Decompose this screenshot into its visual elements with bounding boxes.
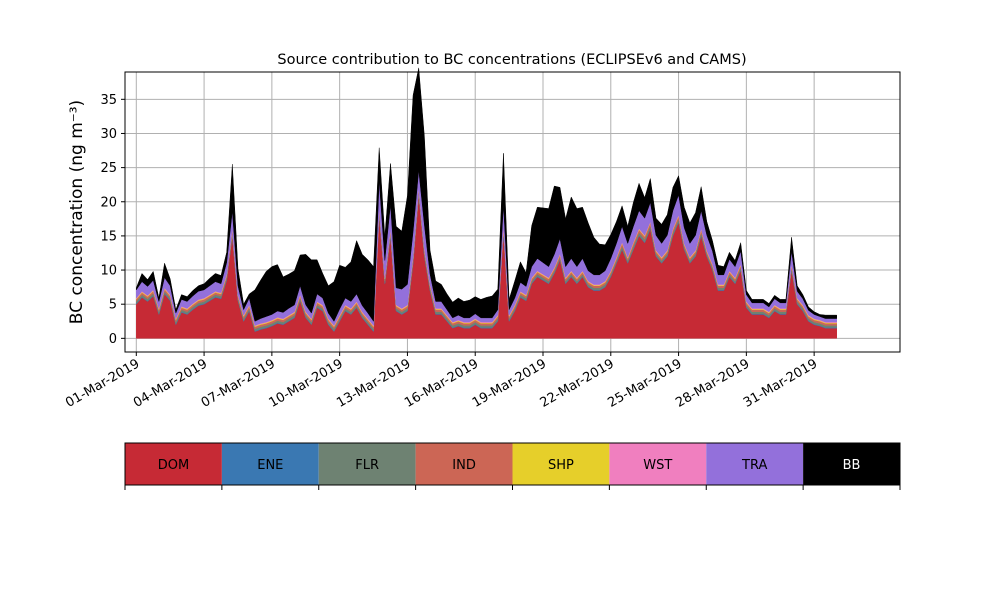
- stacked-areas: [136, 67, 837, 339]
- x-tick-label: 07-Mar-2019: [199, 356, 278, 410]
- legend-swatch-shp: [512, 443, 610, 485]
- x-axis-ticks: 01-Mar-201904-Mar-201907-Mar-201910-Mar-…: [63, 352, 820, 411]
- area-bb: [136, 67, 837, 323]
- legend-label-tra: TRA: [741, 458, 767, 473]
- legend-label-shp: SHP: [548, 458, 574, 473]
- legend-label-ene: ENE: [257, 458, 283, 473]
- y-tick-label: 25: [100, 161, 117, 176]
- y-tick-label: 15: [100, 229, 117, 244]
- legend-swatch-dom: [125, 443, 222, 485]
- y-tick-label: 5: [109, 298, 117, 313]
- y-tick-label: 10: [100, 264, 117, 279]
- x-tick-label: 13-Mar-2019: [334, 356, 413, 410]
- legend-swatch-bb: [803, 443, 900, 485]
- x-tick-label: 16-Mar-2019: [402, 356, 481, 410]
- legend-swatch-wst: [609, 443, 707, 485]
- x-tick-label: 28-Mar-2019: [673, 356, 752, 410]
- x-tick-label: 19-Mar-2019: [470, 356, 549, 410]
- legend-swatch-ene: [221, 443, 319, 485]
- legend-label-bb: BB: [843, 458, 861, 473]
- x-tick-label: 31-Mar-2019: [741, 356, 820, 410]
- x-tick-label: 25-Mar-2019: [605, 356, 684, 410]
- x-tick-label: 01-Mar-2019: [63, 356, 142, 410]
- y-tick-label: 0: [109, 332, 117, 347]
- legend: DOM ENE FLR IND SHP WST TRA BB: [124, 442, 901, 490]
- x-tick-label: 22-Mar-2019: [538, 356, 617, 410]
- legend-swatch-ind: [415, 443, 513, 485]
- y-tick-label: 35: [100, 93, 117, 108]
- legend-label-ind: IND: [452, 458, 476, 473]
- legend-label-flr: FLR: [355, 458, 379, 473]
- y-axis-ticks: 0 5 10 15 20 25 30 35: [100, 93, 125, 347]
- y-tick-label: 30: [100, 127, 117, 142]
- legend-label-dom: DOM: [158, 458, 189, 473]
- y-tick-label: 20: [100, 195, 117, 210]
- y-axis-label: BC concentration (ng m⁻³): [67, 100, 87, 324]
- legend-label-wst: WST: [643, 458, 672, 473]
- plot-frame: [124, 71, 901, 353]
- x-tick-label: 04-Mar-2019: [131, 356, 210, 410]
- legend-swatch-flr: [318, 443, 416, 485]
- chart-title: Source contribution to BC concentrations…: [277, 52, 746, 68]
- legend-swatch-tra: [706, 443, 804, 485]
- x-tick-label: 10-Mar-2019: [267, 356, 346, 410]
